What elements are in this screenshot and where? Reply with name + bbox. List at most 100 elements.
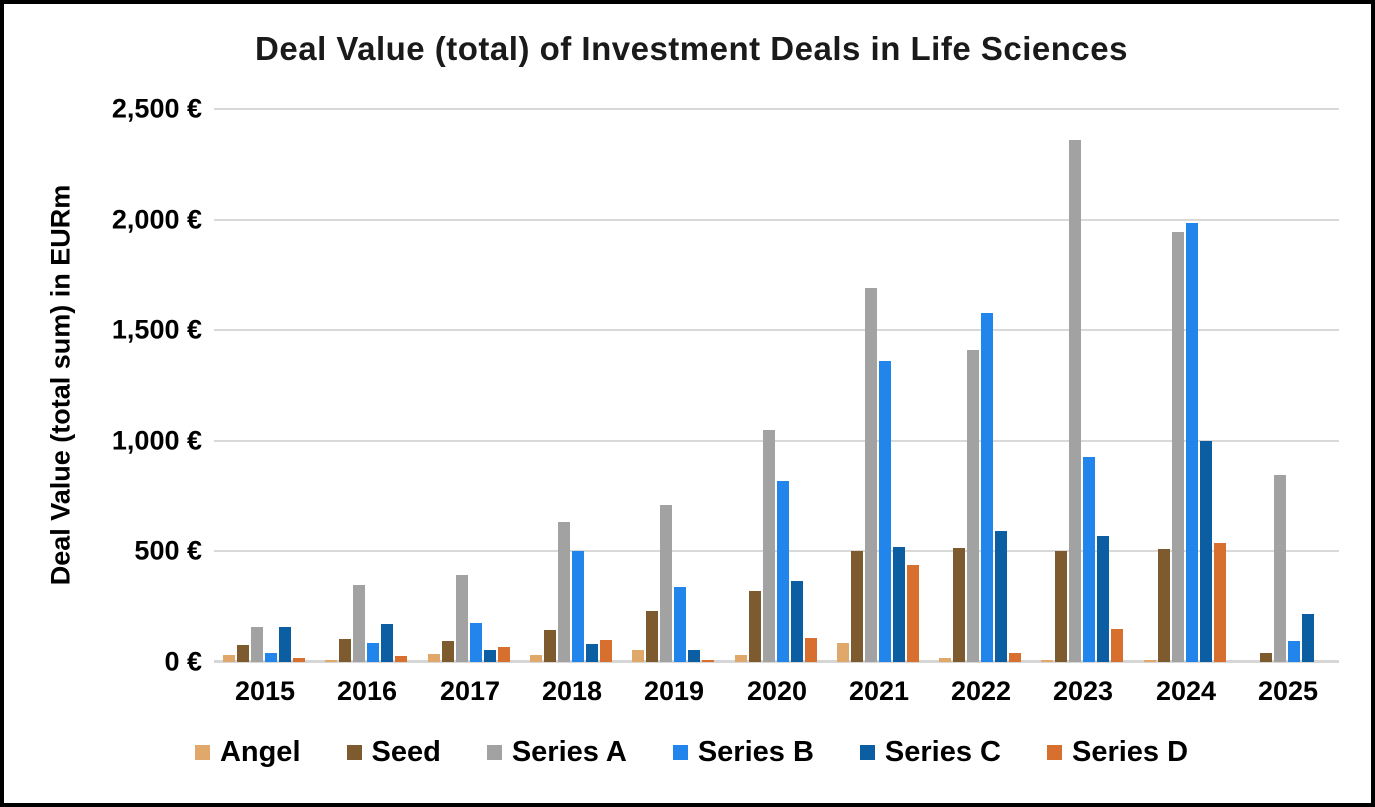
- bar-group-2020: [735, 430, 817, 662]
- x-tick-label-2020: 2020: [746, 676, 808, 706]
- bar-series-c-2020: [791, 581, 803, 662]
- bar-seed-2023: [1055, 551, 1067, 662]
- y-tick-label: 1,000 €: [111, 425, 202, 456]
- bar-angel-2015: [223, 655, 235, 662]
- bar-series-d-2016: [395, 656, 407, 662]
- legend-label: Series C: [884, 736, 1001, 768]
- bar-series-b-2021: [879, 361, 891, 662]
- bar-series-a-2025: [1274, 475, 1286, 662]
- bar-series-d-2020: [805, 638, 817, 662]
- legend-item-series-b: Series B: [672, 736, 814, 769]
- x-tick-label-2016: 2016: [336, 676, 398, 706]
- legend-swatch-icon: [194, 745, 210, 760]
- bar-series-a-2019: [660, 505, 672, 662]
- bar-series-c-2024: [1200, 441, 1212, 662]
- legend-label: Seed: [371, 736, 441, 768]
- gridline: [214, 219, 1339, 221]
- bar-angel-2019: [632, 650, 644, 662]
- legend-label: Angel: [219, 736, 301, 768]
- legend-item-series-c: Series C: [859, 736, 1001, 769]
- bar-group-2017: [428, 575, 510, 662]
- bar-series-b-2022: [981, 313, 993, 662]
- bar-series-d-2017: [498, 647, 510, 662]
- bar-series-a-2021: [865, 288, 877, 662]
- x-tick-label-2022: 2022: [950, 676, 1012, 706]
- legend-swatch-icon: [859, 745, 875, 760]
- bar-series-a-2018: [558, 522, 570, 662]
- legend-label: Series A: [511, 736, 627, 768]
- x-tick-label-2023: 2023: [1052, 676, 1114, 706]
- bar-series-d-2015: [293, 658, 305, 662]
- bar-series-c-2016: [381, 624, 393, 662]
- gridline: [214, 440, 1339, 442]
- bar-angel-2024: [1144, 660, 1156, 662]
- bar-series-d-2023: [1111, 629, 1123, 662]
- bar-angel-2022: [939, 658, 951, 662]
- bar-series-b-2024: [1186, 223, 1198, 662]
- x-tick-label-2019: 2019: [643, 676, 705, 706]
- bar-series-c-2017: [484, 650, 496, 662]
- bar-series-a-2023: [1069, 140, 1081, 662]
- y-tick-label: 2,500 €: [111, 93, 202, 124]
- bar-series-a-2015: [251, 627, 263, 662]
- bar-series-a-2022: [967, 350, 979, 662]
- x-tick-label-2025: 2025: [1257, 676, 1319, 706]
- bar-group-2016: [325, 585, 407, 662]
- legend-label: Series B: [697, 736, 814, 768]
- bar-series-a-2024: [1172, 232, 1184, 662]
- bar-seed-2016: [339, 639, 351, 662]
- bar-series-c-2022: [995, 531, 1007, 662]
- bar-angel-2021: [837, 643, 849, 662]
- bar-seed-2024: [1158, 549, 1170, 662]
- bar-series-b-2017: [470, 623, 482, 662]
- bar-series-d-2019: [702, 660, 714, 662]
- y-tick-label: 2,000 €: [111, 204, 202, 235]
- bar-angel-2020: [735, 655, 747, 662]
- legend-item-series-d: Series D: [1046, 736, 1188, 769]
- x-tick-label-2024: 2024: [1155, 676, 1217, 706]
- bar-series-b-2020: [777, 481, 789, 662]
- bar-angel-2018: [530, 655, 542, 662]
- y-tick-label: 1,500 €: [111, 314, 202, 345]
- bar-series-b-2018: [572, 551, 584, 662]
- plot-area: [214, 108, 1339, 663]
- x-tick-label-2015: 2015: [234, 676, 296, 706]
- bar-seed-2022: [953, 548, 965, 662]
- bar-group-2015: [223, 627, 305, 662]
- bar-series-a-2020: [763, 430, 775, 662]
- gridline: [214, 550, 1339, 552]
- x-tick-label-2021: 2021: [848, 676, 910, 706]
- gridline: [214, 329, 1339, 331]
- bar-series-b-2015: [265, 653, 277, 662]
- y-tick-label: 0 €: [164, 646, 202, 677]
- bar-series-b-2023: [1083, 457, 1095, 662]
- bar-series-d-2024: [1214, 543, 1226, 662]
- x-axis-tick-labels: 2015 2016 2017 2018 2019 2020 2021 2022 2023 2024…: [214, 676, 1339, 712]
- x-axis-line: [214, 660, 1339, 663]
- bar-series-c-2023: [1097, 536, 1109, 662]
- bar-angel-2016: [325, 660, 337, 662]
- bar-series-c-2015: [279, 627, 291, 662]
- bar-group-2024: [1144, 223, 1226, 662]
- x-tick-label-2018: 2018: [541, 676, 603, 706]
- bar-series-b-2019: [674, 587, 686, 662]
- chart-title: Deal Value (total) of Investment Deals i…: [255, 30, 1128, 67]
- legend: Angel Seed Series A Series B Series C Series …: [4, 736, 1371, 769]
- bar-group-2025: [1246, 475, 1328, 662]
- x-tick-label-2017: 2017: [439, 676, 501, 706]
- legend-item-seed: Seed: [346, 736, 441, 769]
- bar-seed-2015: [237, 645, 249, 662]
- bar-angel-2017: [428, 654, 440, 662]
- bar-series-c-2021: [893, 547, 905, 662]
- bar-group-2018: [530, 522, 612, 662]
- bar-series-c-2025: [1302, 614, 1314, 662]
- bar-group-2019: [632, 505, 714, 662]
- bar-seed-2018: [544, 630, 556, 662]
- bar-series-d-2022: [1009, 653, 1021, 662]
- bar-series-c-2018: [586, 644, 598, 662]
- bar-seed-2021: [851, 551, 863, 662]
- bar-group-2023: [1041, 140, 1123, 662]
- bar-series-a-2016: [353, 585, 365, 662]
- y-tick-label: 500 €: [134, 535, 202, 566]
- bar-series-b-2025: [1288, 641, 1300, 662]
